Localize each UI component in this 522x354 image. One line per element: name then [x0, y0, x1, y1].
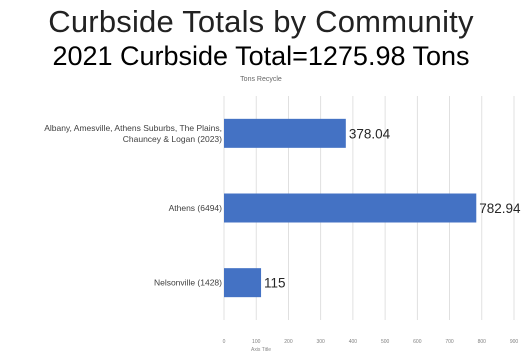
x-tick-label: 600: [413, 339, 422, 345]
page-subtitle: 2021 Curbside Total=1275.98 Tons: [52, 41, 470, 71]
x-tick-label: 300: [316, 339, 325, 345]
bar: [224, 118, 346, 148]
bar: [224, 193, 477, 223]
data-label: 115: [264, 276, 286, 291]
x-tick-label: 800: [478, 339, 487, 345]
x-tick-label: 100: [252, 339, 261, 345]
x-tick-label: 500: [381, 339, 390, 345]
x-tick-label: 900: [510, 339, 519, 345]
x-tick-label: 400: [349, 339, 358, 345]
category-label: Nelsonville (1428): [154, 278, 222, 288]
x-axis-title: Axis Title: [250, 347, 271, 353]
category-label: Chauncey & Logan (2023): [123, 134, 222, 144]
page-title: Curbside Totals by Community: [48, 4, 474, 39]
category-label: Albany, Amesville, Athens Suburbs, The P…: [44, 123, 222, 133]
x-tick-label: 200: [284, 339, 293, 345]
chart-title: Tons Recycle: [240, 76, 282, 83]
x-tick-label: 0: [223, 339, 226, 345]
bar: [224, 268, 262, 298]
data-label: 782.94: [479, 201, 521, 216]
x-tick-label: 700: [445, 339, 454, 345]
data-label: 378.04: [349, 126, 391, 141]
category-label: Athens (6494): [169, 203, 223, 213]
